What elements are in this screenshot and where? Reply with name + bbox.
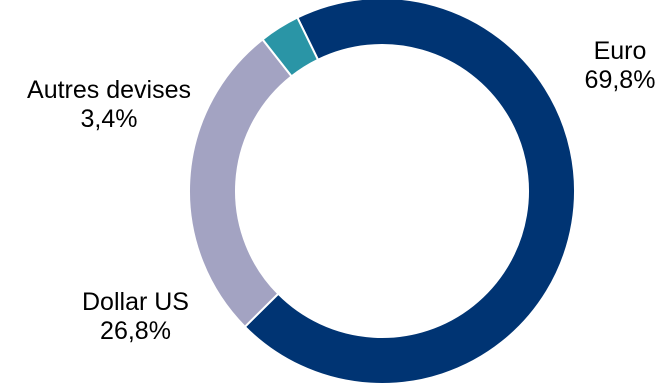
slice-label-euro: Euro 69,8% xyxy=(574,37,664,95)
slice-label-euro-value: 69,8% xyxy=(584,66,656,94)
donut-slice-autres-devises xyxy=(261,16,320,78)
slice-label-euro-name: Euro xyxy=(593,37,647,65)
donut-slice-euro xyxy=(243,0,576,385)
slice-label-autres-devises-value: 3,4% xyxy=(80,105,138,133)
slice-label-dollar-us-value: 26,8% xyxy=(100,317,171,345)
slice-label-autres-devises: Autres devises 3,4% xyxy=(4,76,214,134)
slice-label-autres-devises-name: Autres devises xyxy=(27,76,191,104)
slice-label-dollar-us: Dollar US 26,8% xyxy=(58,288,213,346)
slice-label-dollar-us-name: Dollar US xyxy=(82,288,189,316)
